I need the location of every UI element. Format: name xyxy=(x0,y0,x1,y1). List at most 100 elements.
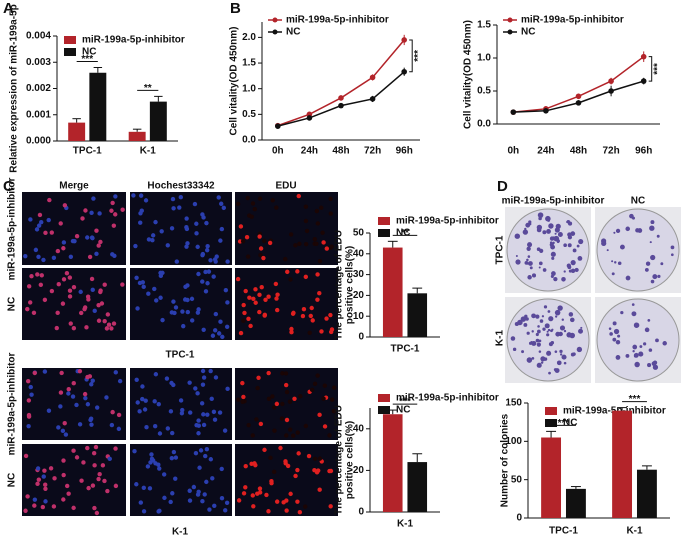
point xyxy=(338,102,344,109)
colony xyxy=(535,332,539,337)
cell xyxy=(140,396,145,402)
colony xyxy=(629,213,634,219)
cell xyxy=(267,240,273,246)
cell xyxy=(71,505,76,511)
x-tick-label: 96h xyxy=(635,146,652,157)
cell xyxy=(113,370,118,375)
cell xyxy=(219,201,224,206)
colony xyxy=(625,226,631,232)
cell xyxy=(317,291,322,296)
cell xyxy=(238,330,244,336)
colony xyxy=(542,327,546,331)
cell xyxy=(188,410,193,415)
cell xyxy=(171,299,176,304)
bar xyxy=(68,122,86,141)
point xyxy=(575,93,582,100)
cell xyxy=(52,476,57,481)
cell xyxy=(196,418,201,423)
colony xyxy=(660,262,664,266)
y-tick-label: 0.5 xyxy=(477,86,491,97)
cell xyxy=(196,489,201,495)
cell xyxy=(135,400,140,405)
legend-swatch xyxy=(545,407,557,415)
cell xyxy=(177,205,182,210)
colony xyxy=(670,245,675,250)
colony xyxy=(548,371,551,375)
cell xyxy=(322,383,328,388)
cell xyxy=(329,244,334,249)
cell xyxy=(92,308,97,314)
cell xyxy=(255,385,260,391)
row-label: K-1 xyxy=(495,330,506,347)
cell xyxy=(173,305,179,310)
cell xyxy=(201,412,206,417)
cell xyxy=(71,381,76,386)
cell xyxy=(315,272,320,277)
colony xyxy=(576,244,580,248)
cell xyxy=(109,208,114,213)
cell xyxy=(66,391,71,396)
micrograph xyxy=(235,268,338,340)
y-tick-label: 30 xyxy=(353,269,365,280)
cell xyxy=(144,425,149,430)
colony xyxy=(526,258,529,262)
cell xyxy=(106,322,112,327)
cell xyxy=(133,243,138,249)
cell xyxy=(269,480,274,486)
cell xyxy=(301,307,307,312)
colony xyxy=(652,274,658,280)
cell xyxy=(295,430,300,435)
cell xyxy=(120,207,125,212)
colony xyxy=(549,236,555,241)
cell xyxy=(25,306,30,312)
bar xyxy=(407,462,428,512)
cell xyxy=(89,276,95,282)
cell xyxy=(28,384,33,390)
cell xyxy=(187,488,192,493)
cell xyxy=(184,225,189,230)
colony xyxy=(634,361,640,368)
cell xyxy=(200,212,205,217)
cell xyxy=(78,289,83,295)
cell xyxy=(319,329,324,334)
cell xyxy=(169,226,175,231)
cell xyxy=(241,318,246,323)
cell xyxy=(131,193,136,198)
cell xyxy=(224,324,230,330)
colony xyxy=(520,316,527,322)
cell xyxy=(42,297,48,303)
cell xyxy=(104,395,109,400)
y-axis-label: The percentage of EDU xyxy=(334,230,345,340)
cell xyxy=(247,295,252,300)
cell xyxy=(251,504,256,509)
cell xyxy=(79,310,84,316)
cell xyxy=(71,326,77,331)
colony xyxy=(609,332,613,336)
cell xyxy=(26,423,31,429)
cell xyxy=(312,381,318,387)
cell xyxy=(194,231,199,236)
colony xyxy=(563,361,567,365)
colony xyxy=(576,346,583,353)
cell xyxy=(189,296,195,302)
colony xyxy=(523,323,528,327)
cell xyxy=(200,368,206,374)
colony xyxy=(543,357,548,361)
y-tick-label: 0.002 xyxy=(26,83,51,94)
cell xyxy=(300,313,306,319)
cell xyxy=(287,427,293,432)
plate xyxy=(596,208,680,292)
x-tick-label: TPC-1 xyxy=(549,526,578,537)
cell xyxy=(184,216,189,221)
colony xyxy=(535,314,540,319)
colony xyxy=(547,328,551,332)
cell xyxy=(55,248,61,254)
cell xyxy=(173,476,178,481)
cell xyxy=(25,378,31,384)
y-tick-label: 0 xyxy=(516,513,522,524)
cell xyxy=(146,237,152,242)
colony xyxy=(613,231,616,234)
cell xyxy=(32,497,38,502)
bar xyxy=(382,414,403,512)
colony xyxy=(650,220,655,225)
